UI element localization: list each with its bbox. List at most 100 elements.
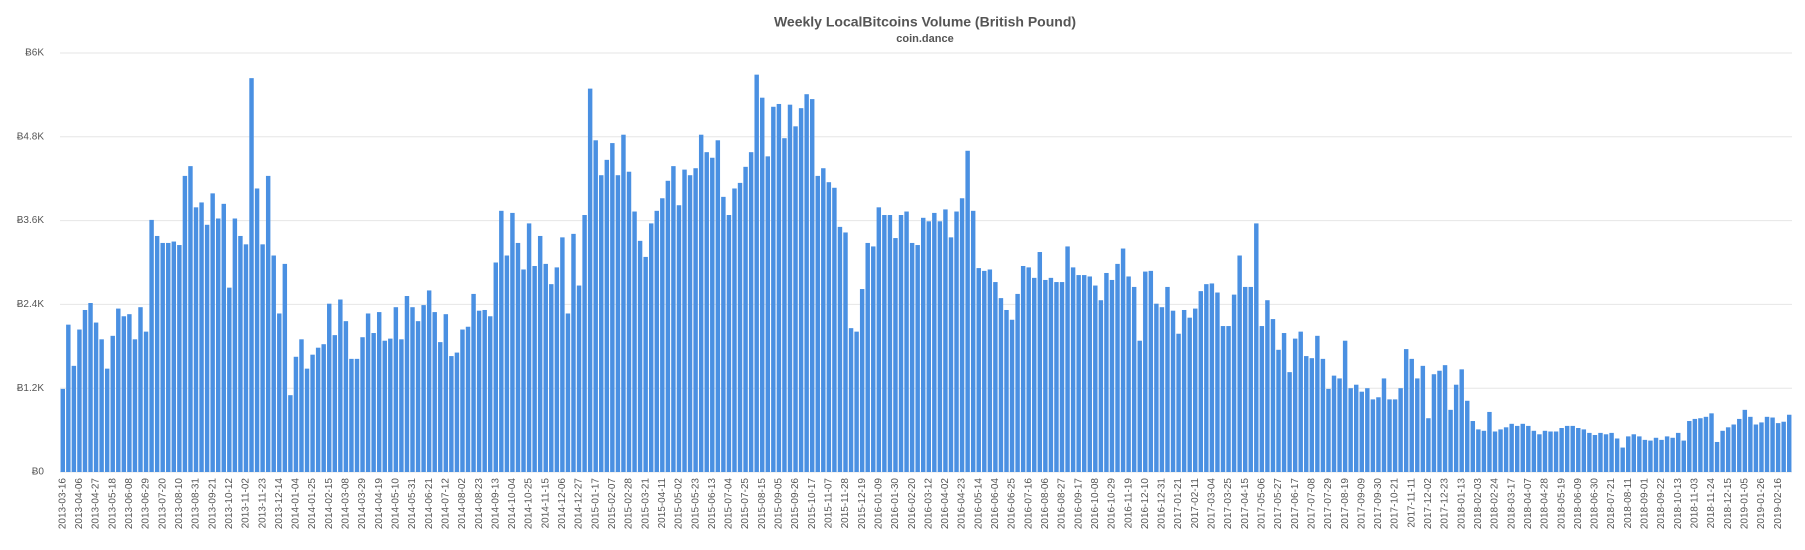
bar: [965, 150, 970, 472]
bar: [121, 316, 127, 472]
x-tick-label: 2017-12-02: [1423, 478, 1434, 530]
bar: [304, 368, 310, 472]
bar: [1115, 263, 1120, 472]
bar: [610, 143, 615, 472]
bar: [1315, 335, 1320, 472]
x-tick-label: 2013-06-29: [141, 478, 152, 530]
bar: [932, 212, 937, 472]
bar: [1720, 430, 1725, 472]
bar: [404, 296, 410, 472]
bar: [1764, 416, 1770, 472]
x-tick-label: 2016-10-29: [1107, 478, 1118, 530]
bar: [1603, 434, 1609, 472]
x-tick-label: 2018-06-09: [1573, 478, 1584, 530]
bar: [1104, 272, 1109, 472]
bar: [1365, 388, 1370, 472]
bar: [1370, 399, 1376, 472]
bar: [1220, 326, 1226, 472]
bar: [265, 175, 271, 472]
bar: [871, 246, 876, 472]
bar: [660, 198, 665, 472]
x-tick-label: 2013-04-27: [91, 478, 102, 530]
x-tick-label: 2014-03-29: [357, 478, 368, 530]
x-tick-label: 2016-07-16: [1023, 478, 1034, 530]
bar: [1154, 303, 1159, 472]
bar: [293, 356, 299, 472]
bar: [1415, 378, 1420, 472]
bar: [604, 159, 610, 472]
bar: [1725, 427, 1731, 472]
bar: [82, 309, 88, 472]
bar: [271, 255, 276, 472]
bar: [260, 244, 265, 472]
bar: [904, 211, 909, 472]
bar: [1337, 378, 1342, 472]
bar: [221, 203, 226, 472]
y-tick-label: Ƀ4.8K: [17, 131, 45, 142]
bar: [1470, 421, 1476, 472]
x-tick-label: 2014-09-13: [490, 478, 501, 530]
bar: [976, 268, 981, 472]
y-tick-label: Ƀ0: [32, 467, 45, 478]
x-tick-label: 2014-02-15: [324, 478, 335, 530]
bar: [993, 282, 998, 472]
bar: [1698, 418, 1703, 472]
x-tick-label: 2015-07-25: [740, 478, 751, 530]
bar: [1081, 275, 1087, 472]
bar: [726, 215, 732, 472]
bar: [1564, 425, 1570, 472]
bar: [1143, 271, 1148, 472]
bar: [1004, 309, 1009, 472]
x-tick-label: 2016-12-10: [1140, 478, 1151, 530]
x-tick-label: 2018-04-28: [1540, 478, 1551, 530]
bar: [1648, 440, 1653, 472]
bar: [99, 339, 104, 472]
bar: [393, 307, 399, 472]
bar: [693, 168, 698, 472]
bar: [510, 212, 515, 472]
bar: [443, 314, 449, 472]
bar: [365, 313, 371, 472]
bar: [743, 166, 748, 472]
bar: [987, 269, 993, 472]
bar: [1753, 424, 1759, 472]
x-tick-label: 2018-11-03: [1689, 478, 1700, 529]
bar: [1492, 431, 1498, 472]
x-tick-label: 2013-11-23: [257, 478, 268, 529]
bar: [1659, 439, 1664, 472]
bar: [1581, 429, 1587, 472]
bar: [643, 256, 648, 472]
bar: [215, 218, 221, 472]
x-tick-label: 2017-03-25: [1223, 478, 1234, 530]
bar: [1287, 372, 1292, 472]
bar: [499, 210, 504, 472]
bar: [1609, 432, 1614, 472]
bar: [1653, 437, 1659, 472]
bar: [1398, 388, 1403, 472]
x-tick-label: 2016-05-14: [973, 478, 984, 530]
bar: [199, 202, 204, 472]
bar: [1126, 276, 1131, 472]
bar: [1781, 421, 1786, 472]
bar: [1437, 370, 1442, 472]
x-tick-label: 2018-02-24: [1490, 478, 1501, 530]
bar: [1048, 277, 1054, 472]
bar: [1487, 411, 1492, 472]
bar: [1731, 424, 1736, 472]
bar: [1620, 447, 1625, 472]
bar: [893, 238, 898, 472]
x-tick-label: 2014-10-25: [524, 478, 535, 530]
x-tick-label: 2016-09-17: [1073, 478, 1084, 530]
x-tick-label: 2017-01-21: [1173, 478, 1184, 530]
x-tick-label: 2018-05-19: [1556, 478, 1567, 530]
x-tick-label: 2017-07-08: [1306, 478, 1317, 530]
bar: [1093, 285, 1098, 472]
chart-subtitle: coin.dance: [896, 33, 953, 45]
bar: [1248, 286, 1253, 472]
bar: [587, 88, 593, 473]
bar: [832, 187, 837, 473]
bar: [1204, 284, 1209, 472]
x-tick-label: 2016-11-19: [1123, 478, 1134, 529]
bar: [1159, 307, 1165, 472]
bar: [376, 312, 382, 472]
